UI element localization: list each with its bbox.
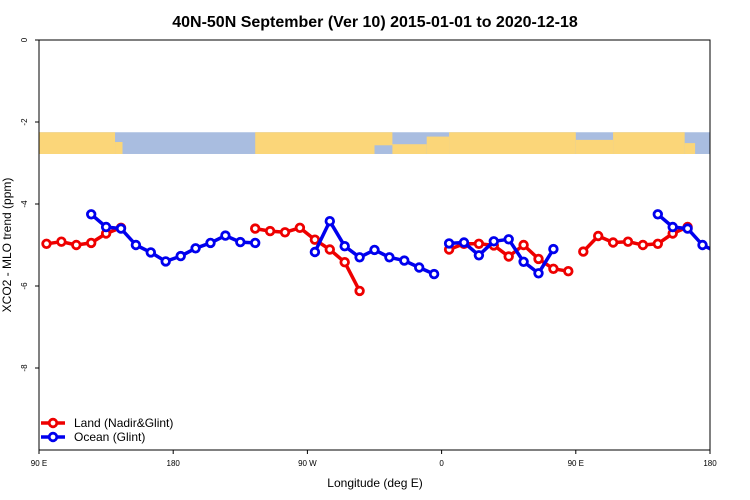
data-point [714, 249, 722, 257]
data-point [160, 256, 171, 267]
data-point [667, 221, 678, 233]
data-point [593, 230, 604, 242]
data-point [533, 268, 544, 279]
data-point [56, 236, 67, 247]
data-point [115, 223, 127, 234]
map-land-8 [613, 132, 685, 154]
map-land-9 [684, 143, 696, 154]
y-axis-label: XCO2 - MLO trend (ppm) [0, 178, 14, 313]
map-land-6 [449, 132, 576, 154]
data-point [249, 223, 261, 234]
data-point [190, 243, 201, 254]
map-land-1 [115, 142, 123, 154]
series-land [41, 221, 693, 297]
data-point [220, 230, 231, 241]
series-layer [41, 209, 737, 297]
data-point [518, 239, 529, 251]
series-line [90, 212, 256, 264]
data-point [85, 237, 97, 249]
x-tick-label: 90 E [31, 459, 47, 468]
y-axis: 0 -2 -4 -6 -8 [20, 37, 39, 372]
data-point [622, 236, 634, 247]
data-point [443, 238, 455, 249]
legend: Land (Nadir&Glint) Ocean (Glint) [41, 416, 173, 444]
data-point [249, 237, 261, 249]
data-point [354, 285, 365, 297]
data-point [458, 237, 470, 248]
data-point [578, 246, 589, 257]
y-tick-label: -2 [20, 118, 29, 126]
y-tick-label: -6 [20, 282, 29, 290]
data-point [309, 234, 321, 245]
data-point [324, 215, 335, 227]
data-point [697, 239, 708, 251]
data-point [309, 246, 321, 258]
data-point [652, 238, 663, 249]
data-point [324, 244, 335, 255]
data-point [205, 237, 216, 249]
data-point [339, 257, 350, 268]
data-point [145, 247, 156, 258]
data-point [503, 234, 514, 245]
data-point [354, 252, 365, 263]
map-land-4 [392, 144, 427, 154]
data-point [235, 236, 246, 248]
x-axis-label: Longitude (deg E) [327, 476, 422, 490]
data-point [652, 209, 663, 220]
series-ocean [85, 209, 737, 280]
data-point [473, 238, 485, 249]
data-point [473, 250, 485, 261]
data-point [279, 227, 291, 238]
data-point [428, 268, 440, 280]
data-point [399, 255, 410, 266]
data-point [548, 263, 559, 274]
x-tick-label: 0 [439, 459, 444, 468]
x-tick-label: 90 E [568, 459, 584, 468]
data-point [41, 238, 52, 249]
legend-label-ocean: Ocean (Glint) [74, 430, 145, 444]
data-point [294, 222, 306, 233]
data-point [264, 225, 276, 237]
map-land-7 [575, 139, 614, 154]
legend-item-ocean: Ocean (Glint) [41, 430, 145, 444]
map-land-5 [426, 136, 450, 154]
data-point [130, 239, 142, 251]
data-point [85, 209, 97, 220]
plot-frame [38, 39, 711, 451]
data-point [369, 244, 380, 256]
x-axis: 90 E 180 90 W 0 90 E 180 [31, 450, 717, 468]
data-point [175, 250, 186, 262]
data-point [488, 236, 499, 247]
data-point [71, 239, 82, 251]
map-land-0 [39, 132, 116, 154]
x-tick-label: 90 W [298, 459, 317, 468]
y-tick-label: 0 [20, 37, 29, 42]
data-point [533, 253, 544, 265]
data-point [637, 239, 649, 251]
legend-label-land: Land (Nadir&Glint) [74, 416, 173, 430]
world-map-strip [39, 132, 710, 154]
data-point [414, 262, 425, 273]
data-point [100, 221, 112, 233]
map-land-2 [255, 132, 375, 154]
data-point [384, 252, 395, 263]
x-tick-label: 180 [167, 459, 181, 468]
data-point [339, 240, 350, 252]
legend-item-land: Land (Nadir&Glint) [41, 416, 173, 430]
y-tick-label: -4 [20, 200, 29, 208]
data-point [682, 223, 693, 234]
data-point [503, 251, 514, 262]
chart-title: 40N-50N September (Ver 10) 2015-01-01 to… [172, 14, 578, 31]
map-land-3 [374, 132, 393, 146]
y-tick-label: -8 [20, 364, 29, 372]
data-point [518, 256, 529, 267]
data-point [729, 257, 737, 265]
data-point [548, 243, 559, 255]
data-point [607, 237, 619, 248]
data-point [563, 266, 574, 277]
x-tick-label: 180 [703, 459, 717, 468]
